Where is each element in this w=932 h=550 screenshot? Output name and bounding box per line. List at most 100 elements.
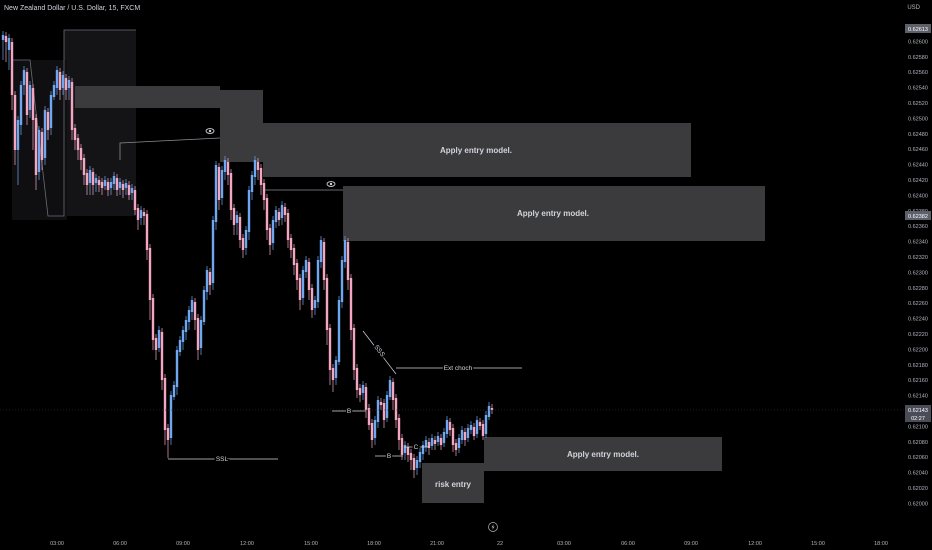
candle-body: [232, 208, 236, 225]
candle-body: [484, 415, 488, 434]
candle-body: [316, 260, 320, 302]
candle-body: [1, 35, 5, 40]
price-tick: 0.62180: [908, 363, 928, 369]
candle-body: [175, 350, 179, 387]
price-tick: 0.62580: [908, 55, 928, 61]
candle-body: [460, 430, 464, 440]
candle-body: [394, 398, 398, 420]
candle-body: [436, 436, 440, 442]
price-tag-mid: 0.62382: [908, 214, 928, 220]
candle-body: [313, 300, 317, 308]
price-tick: 0.62560: [908, 70, 928, 76]
price-tick: 0.62500: [908, 116, 928, 122]
zone-entry-1-label: Apply entry model.: [440, 146, 512, 155]
c-label: C: [414, 444, 419, 451]
candle-body: [148, 248, 152, 300]
candle-body: [295, 263, 299, 280]
time-tick: 22: [497, 541, 503, 547]
price-tag-top: 0.62613: [908, 27, 928, 33]
candle-body: [199, 320, 203, 348]
candle-body: [181, 330, 185, 342]
candle-body: [31, 88, 35, 120]
eye-icon[interactable]: [205, 128, 215, 134]
price-tick: 0.62480: [908, 132, 928, 138]
zone-entry-3[interactable]: [484, 437, 722, 471]
price-tag-mid-bg: [905, 211, 931, 220]
candle-body: [469, 425, 473, 430]
candle-body: [397, 418, 401, 440]
candle-body: [244, 230, 248, 248]
candle-body: [280, 205, 284, 218]
candle-body: [139, 210, 143, 218]
candle-body: [169, 395, 173, 438]
candle-body: [406, 447, 410, 455]
candle-body: [445, 420, 449, 434]
candle-body: [457, 438, 461, 448]
candle-body: [373, 420, 377, 438]
candle-body: [79, 148, 83, 160]
candle-body: [481, 424, 485, 436]
price-axis[interactable]: 0.626200.626000.625800.625600.625400.625…: [908, 24, 928, 507]
candle-body: [163, 378, 167, 430]
candle-body: [388, 380, 392, 397]
candle-body: [64, 78, 68, 90]
candle-body: [40, 132, 44, 160]
time-axis[interactable]: 03:00 06:00 09:00 12:00 15:00 18:00 21:00 22 03:…: [50, 541, 888, 547]
eye-icon[interactable]: [326, 181, 336, 187]
candle-body: [154, 338, 158, 350]
candle-body: [361, 385, 365, 393]
candle-body: [235, 215, 239, 223]
price-tick: 0.62460: [908, 147, 928, 153]
candle-body: [265, 198, 269, 230]
candle-body: [385, 395, 389, 418]
candle-body: [145, 214, 149, 250]
zone-risk-entry[interactable]: [422, 463, 484, 503]
zone-risk-entry-label: risk entry: [435, 480, 472, 489]
last-price-tag-bg: [905, 405, 931, 422]
candle-body: [226, 162, 230, 175]
candle-body: [268, 228, 272, 245]
candle-body: [70, 82, 74, 130]
candle-body: [256, 162, 260, 170]
candle-body: [37, 130, 41, 172]
price-tick: 0.62440: [908, 163, 928, 169]
price-tick: 0.62300: [908, 270, 928, 276]
candle-body: [94, 178, 98, 183]
candle-body: [250, 175, 254, 192]
zone-upper-2: [220, 90, 263, 162]
candle-body: [304, 260, 308, 272]
zone-entry-2[interactable]: [343, 186, 765, 241]
candle-body: [247, 190, 251, 232]
candle-body: [412, 458, 416, 470]
price-tick: 0.62100: [908, 424, 928, 430]
candle-body: [112, 176, 116, 184]
candle-body: [16, 120, 20, 150]
candle-body: [136, 208, 140, 220]
candle-body: [352, 328, 356, 370]
zone-entry-1[interactable]: [263, 123, 691, 177]
time-tick: 15:00: [811, 541, 825, 547]
b1-label: B: [347, 408, 351, 415]
candle-body: [430, 438, 434, 446]
candle-body: [208, 272, 212, 285]
candle-body: [121, 184, 125, 190]
price-tick: 0.62040: [908, 471, 928, 477]
candle-body: [409, 453, 413, 460]
candle-body: [319, 240, 323, 262]
ssl-label: SSL: [216, 456, 229, 463]
symbol-title[interactable]: New Zealand Dollar / U.S. Dollar, 15, FX…: [4, 5, 141, 12]
candle-body: [22, 70, 26, 85]
lightning-icon[interactable]: [488, 522, 498, 532]
candle-body: [166, 428, 170, 440]
time-tick: 18:00: [874, 541, 888, 547]
candle-body: [172, 385, 176, 397]
candle-body: [346, 242, 350, 280]
price-tick: 0.62260: [908, 301, 928, 307]
time-tick: 06:00: [113, 541, 127, 547]
candle-body: [253, 160, 257, 177]
candle-body: [415, 460, 419, 468]
candle-body: [61, 75, 65, 88]
candle-body: [76, 138, 80, 150]
time-tick: 12:00: [240, 541, 254, 547]
